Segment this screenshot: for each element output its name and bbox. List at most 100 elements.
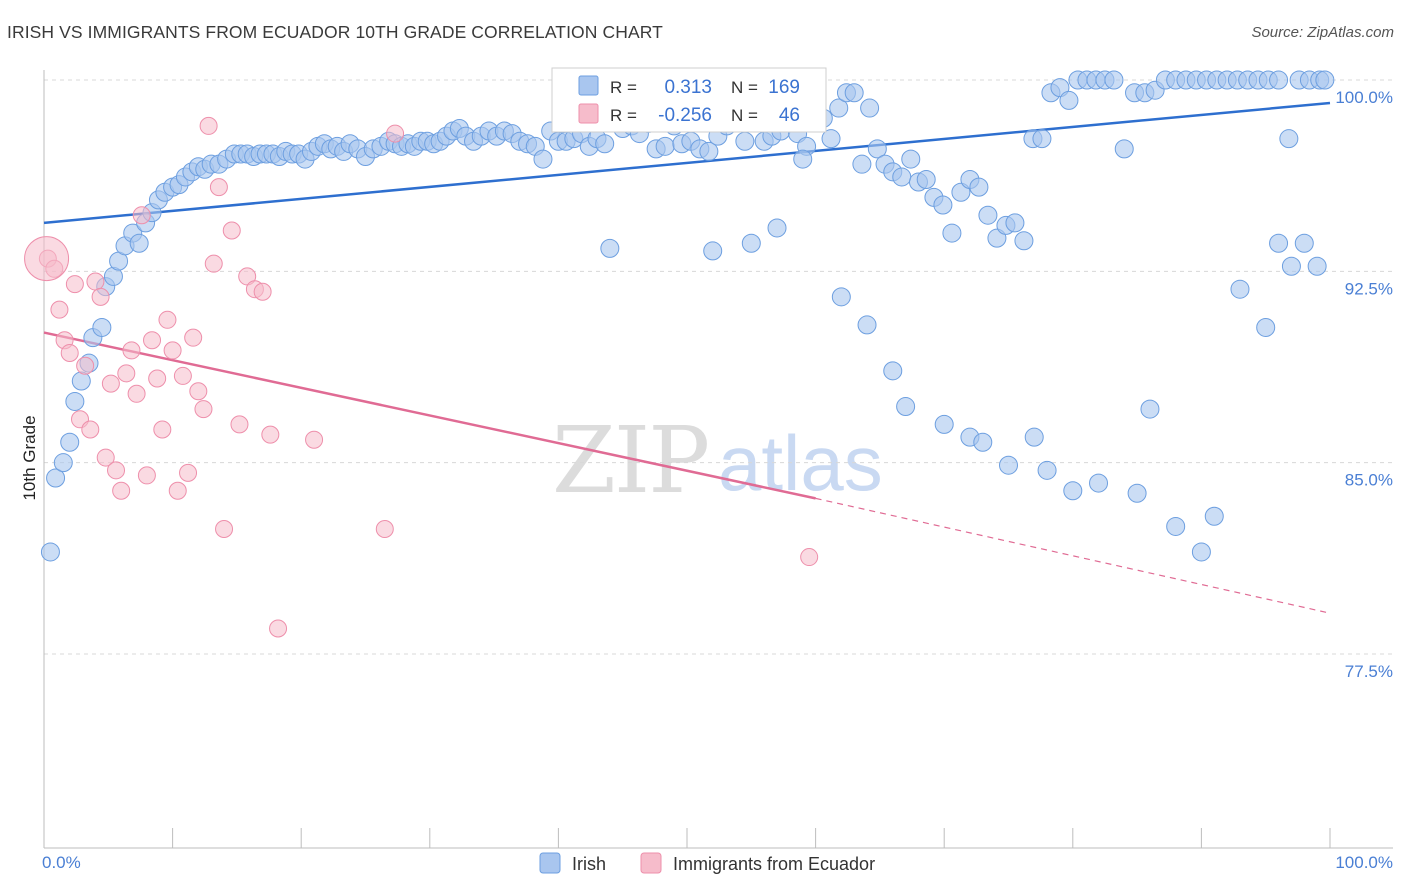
irish-point — [40, 542, 60, 562]
legend-n-value-1: 169 — [768, 77, 800, 98]
irish-point — [933, 195, 953, 215]
ecuador-point — [168, 481, 187, 500]
irish-point — [978, 205, 998, 225]
irish-point — [1104, 70, 1124, 90]
ecuador-point — [375, 519, 394, 538]
irish-point — [999, 455, 1018, 475]
y-tick-labels: 77.5% 85.0% 92.5% 100.0% — [1335, 88, 1393, 681]
gridlines — [44, 79, 1393, 655]
irish-point — [793, 149, 813, 169]
irish-point — [892, 167, 912, 187]
ecuador-point — [148, 369, 167, 388]
irish-point — [1166, 516, 1186, 536]
irish-point — [942, 223, 962, 243]
irish-point — [1032, 129, 1052, 149]
irish-point — [916, 169, 936, 189]
irish-point — [883, 361, 903, 381]
irish-point — [595, 134, 615, 154]
legend-r-value-1: 0.313 — [664, 77, 712, 98]
x-tick-label-min: 0.0% — [42, 853, 81, 872]
legend-n-value-2: 46 — [779, 105, 800, 126]
irish-point — [1014, 231, 1034, 251]
bottom-legend-swatch-irish — [539, 852, 561, 874]
irish-point — [896, 397, 916, 417]
chart-title: IRISH VS IMMIGRANTS FROM ECUADOR 10TH GR… — [7, 22, 663, 42]
ecuador-point — [253, 282, 272, 301]
ecuador-point — [86, 272, 105, 291]
bottom-legend-label-irish: Irish — [572, 854, 606, 874]
irish-point — [1315, 70, 1335, 90]
bottom-legend-label-ecuador: Immigrants from Ecuador — [673, 854, 875, 874]
y-tick-label: 85.0% — [1345, 471, 1393, 490]
irish-point — [973, 432, 993, 452]
series-legend: Irish Immigrants from Ecuador — [539, 852, 875, 874]
ecuador-point — [60, 343, 79, 362]
ecuador-point — [122, 341, 141, 360]
x-tick-label-max: 100.0% — [1335, 853, 1393, 872]
irish-point — [844, 83, 864, 103]
ecuador-point — [189, 382, 208, 401]
irish-point — [934, 414, 954, 434]
ecuador-point — [209, 178, 228, 197]
irish-point — [65, 391, 85, 411]
irish-point — [741, 233, 761, 253]
legend-r-label-2: R = — [610, 106, 637, 125]
axes — [43, 70, 1393, 849]
irish-point — [831, 287, 851, 307]
irish-point — [1140, 399, 1160, 419]
irish-point — [533, 149, 553, 169]
watermark-zip: ZIP — [552, 407, 708, 514]
irish-point — [969, 177, 989, 197]
irish-point — [1114, 139, 1134, 159]
ecuador-point — [24, 236, 70, 282]
legend-swatch-ecuador — [578, 103, 599, 124]
ecuador-point — [179, 463, 198, 482]
ecuador-point — [65, 275, 84, 294]
y-tick-label: 92.5% — [1345, 279, 1393, 298]
ecuador-point — [261, 425, 280, 444]
legend-swatch-irish — [578, 75, 599, 96]
ecuador-point — [112, 481, 131, 500]
ecuador-point — [96, 448, 115, 467]
irish-point — [735, 131, 755, 151]
irish-point — [60, 432, 80, 452]
ecuador-trendline-extension — [815, 497, 1331, 614]
ecuador-point — [107, 461, 126, 480]
ecuador-point — [158, 310, 177, 329]
irish-point — [767, 218, 787, 238]
ecuador-point — [127, 384, 146, 403]
irish-point — [655, 136, 675, 156]
irish-point — [1063, 481, 1083, 501]
ecuador-point — [132, 206, 151, 225]
ecuador-point — [184, 328, 203, 347]
data-points — [24, 70, 1335, 638]
irish-point — [852, 154, 872, 174]
irish-point — [53, 453, 73, 473]
irish-point — [1230, 279, 1250, 299]
ecuador-point — [91, 287, 110, 306]
ecuador-trendline — [43, 331, 816, 500]
y-tick-label: 77.5% — [1345, 662, 1393, 681]
irish-point — [1294, 233, 1314, 253]
irish-point — [71, 371, 91, 391]
ecuador-point — [269, 619, 288, 638]
trendlines — [43, 101, 1331, 614]
ecuador-point — [81, 420, 100, 439]
irish-point — [1005, 213, 1025, 233]
ecuador-point — [194, 400, 213, 419]
ecuador-point — [199, 116, 218, 135]
ecuador-point — [173, 366, 192, 385]
irish-point — [901, 149, 921, 169]
irish-point — [860, 98, 880, 118]
irish-point — [1269, 70, 1289, 90]
irish-point — [1024, 427, 1044, 447]
stats-legend: R = 0.313 N = 169 R = -0.256 N = 46 — [551, 67, 827, 133]
ecuador-point — [215, 519, 234, 538]
irish-point — [1059, 90, 1079, 110]
irish-point — [92, 317, 112, 337]
irish-point — [1191, 542, 1211, 562]
irish-point — [1204, 506, 1224, 526]
ecuador-point — [101, 374, 120, 393]
ecuador-point — [305, 430, 324, 449]
